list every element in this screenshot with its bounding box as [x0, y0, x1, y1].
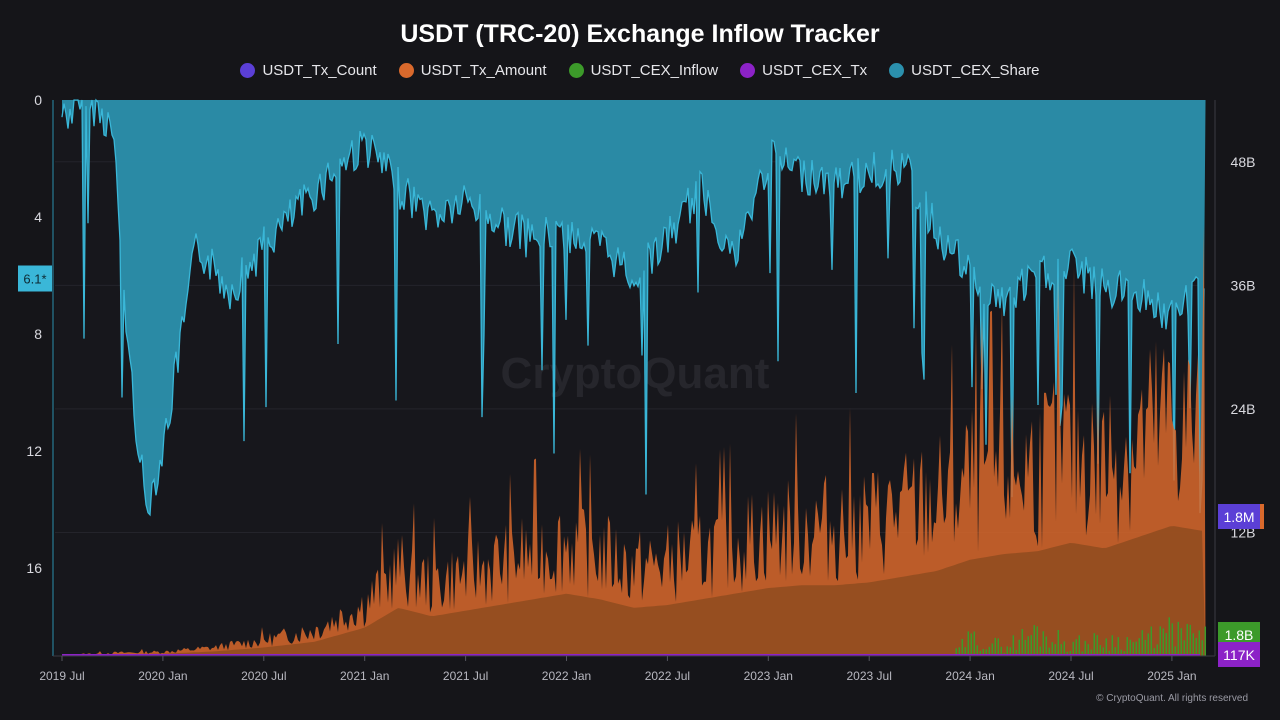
legend-label: USDT_CEX_Inflow: [590, 62, 719, 79]
x-tick-label: 2022 Jul: [645, 669, 690, 683]
left-tick-label: 0: [34, 92, 42, 108]
legend-dot-icon: [740, 63, 756, 78]
legend-item-cex-inflow[interactable]: USDT_CEX_Inflow: [568, 62, 719, 79]
watermark-text: CryptoQuant: [501, 349, 770, 398]
legend-item-tx-count[interactable]: USDT_Tx_Count: [240, 62, 377, 79]
x-tick-label: 2024 Jul: [1048, 669, 1093, 683]
left-tick-label: 12: [26, 443, 42, 459]
right-tick-label: 48B: [1231, 154, 1256, 170]
left-value-badge-label: 6.1*: [23, 272, 46, 287]
right-tick-label: 24B: [1231, 401, 1256, 417]
x-tick-label: 2019 Jul: [39, 669, 84, 683]
x-tick-label: 2024 Jan: [945, 669, 994, 683]
legend-dot-icon: [240, 63, 256, 78]
right-tick-label: 36B: [1231, 277, 1256, 293]
x-tick-label: 2020 Jan: [138, 669, 187, 683]
left-tick-label: 8: [34, 326, 42, 342]
x-tick-label: 2021 Jan: [340, 669, 389, 683]
right-value-badge-label: 1.8B: [1225, 627, 1254, 643]
legend-dot-icon: [398, 63, 414, 78]
copyright-text: © CryptoQuant. All rights reserved: [1096, 693, 1248, 704]
left-tick-label: 16: [26, 560, 42, 576]
legend-item-tx-amount[interactable]: USDT_Tx_Amount: [398, 62, 547, 79]
cex-share-line: [61, 98, 1205, 517]
right-value-badge: [1218, 504, 1260, 529]
legend-label: USDT_Tx_Amount: [420, 62, 547, 79]
x-tick-label: 2025 Jan: [1147, 669, 1196, 683]
legend-label: USDT_Tx_Count: [262, 62, 377, 79]
tx-amount-base: [62, 526, 1206, 656]
right-value-badge: [1218, 642, 1260, 667]
legend-item-cex-tx[interactable]: USDT_CEX_Tx: [740, 62, 867, 79]
chart-legend: USDT_Tx_Count USDT_Tx_Amount USDT_CEX_In…: [0, 62, 1280, 79]
cex-share-area: [62, 100, 1206, 515]
legend-dot-icon: [568, 63, 584, 78]
right-value-badge-label: 117K: [1223, 647, 1255, 663]
legend-label: USDT_CEX_Tx: [762, 62, 868, 79]
x-tick-label: 2023 Jul: [847, 669, 892, 683]
tx-amount-area: [62, 224, 1206, 656]
left-value-badge: [18, 265, 52, 292]
tx-amount-badge-marker: [1260, 504, 1264, 529]
legend-item-cex-share[interactable]: USDT_CEX_Share: [889, 62, 1040, 79]
x-tick-label: 2023 Jan: [744, 669, 793, 683]
legend-dot-icon: [889, 63, 905, 78]
right-value-badge-label: 1.8M: [1223, 509, 1254, 525]
chart-title: USDT (TRC-20) Exchange Inflow Tracker: [400, 20, 880, 48]
x-tick-label: 2021 Jul: [443, 669, 488, 683]
legend-label: USDT_CEX_Share: [911, 62, 1040, 79]
x-tick-label: 2022 Jan: [542, 669, 591, 683]
left-tick-label: 4: [34, 209, 42, 225]
x-tick-label: 2020 Jul: [241, 669, 286, 683]
